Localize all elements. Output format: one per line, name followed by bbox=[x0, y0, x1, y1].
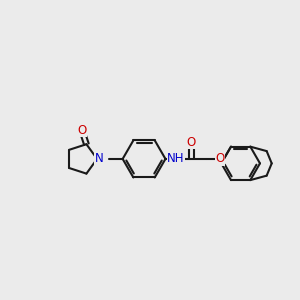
Text: NH: NH bbox=[167, 152, 184, 165]
Text: N: N bbox=[94, 152, 103, 165]
Text: O: O bbox=[215, 152, 225, 165]
Text: O: O bbox=[187, 136, 196, 149]
Text: O: O bbox=[77, 124, 87, 137]
